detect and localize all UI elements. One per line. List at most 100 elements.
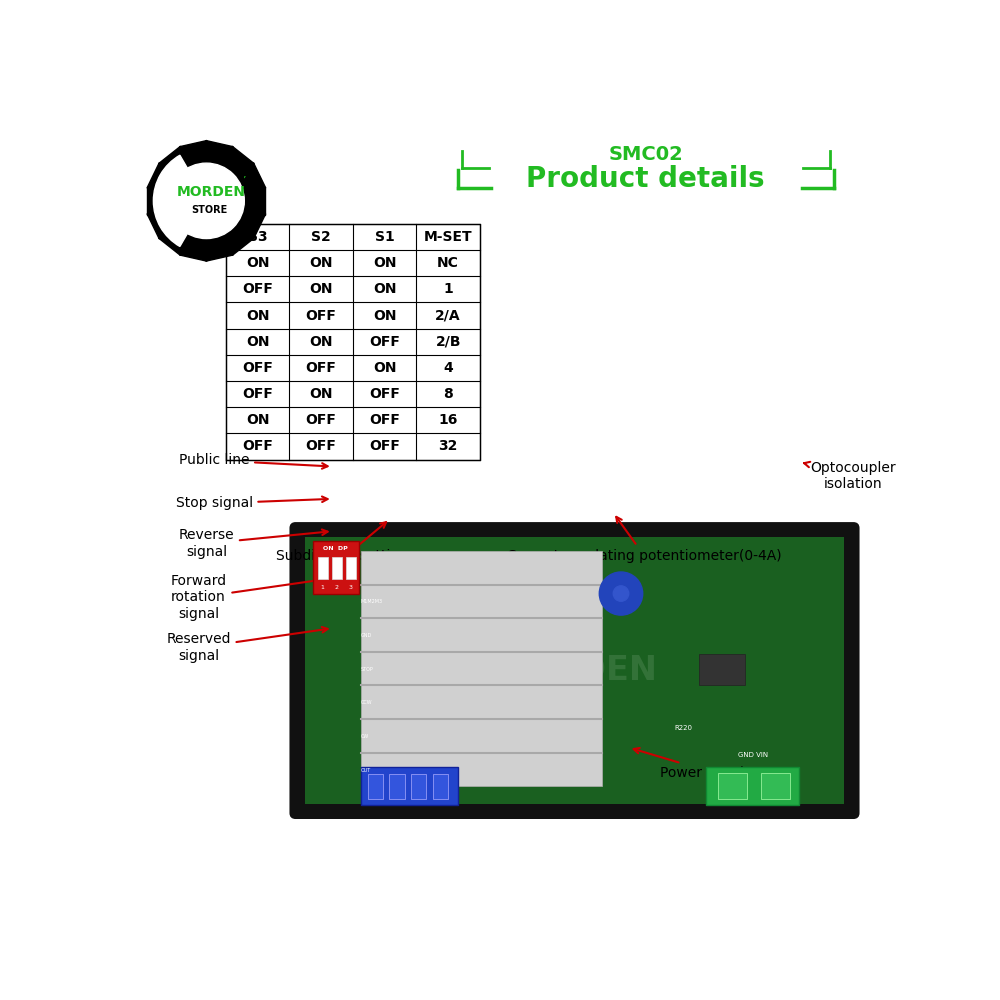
Text: Forward
rotation
signal: Forward rotation signal [171,574,328,621]
Text: B-: B- [480,710,495,734]
Text: Optocoupler
isolation: Optocoupler isolation [804,461,896,491]
Bar [433,774,448,799]
Text: Power supply -: Power supply - [428,750,529,780]
Bar [411,774,426,799]
Text: ON: ON [246,413,269,427]
Polygon shape [147,187,163,215]
Text: ON: ON [373,256,396,270]
Text: M1M2M3: M1M2M3 [361,599,383,604]
Text: 1: 1 [321,585,325,590]
Text: ON: ON [373,361,396,375]
Polygon shape [159,226,190,255]
Text: Product details: Product details [526,165,765,193]
Text: ON: ON [246,256,269,270]
Text: Reverse
signal: Reverse signal [179,528,328,559]
Polygon shape [180,240,210,261]
Text: SMC02: SMC02 [608,145,683,164]
Polygon shape [159,146,190,176]
Text: S3: S3 [248,230,267,244]
Text: 4: 4 [443,361,453,375]
Bar [305,537,844,804]
Text: 2/B: 2/B [435,335,461,349]
Text: ’: ’ [242,176,245,186]
Circle shape [151,145,262,256]
Text: 3: 3 [349,585,353,590]
Bar [332,557,342,579]
Polygon shape [223,146,254,176]
Text: ON: ON [309,256,333,270]
Circle shape [599,572,643,615]
Text: 2/A: 2/A [435,309,461,323]
Text: S2: S2 [311,230,331,244]
Text: A-: A- [451,710,465,734]
Text: M-SET: M-SET [424,230,472,244]
Polygon shape [240,163,266,195]
Text: ON: ON [373,309,396,323]
Text: ON: ON [309,282,333,296]
Polygon shape [147,163,173,195]
FancyBboxPatch shape [291,523,858,818]
Text: MORDEN: MORDEN [492,654,658,687]
Text: NC: NC [437,256,459,270]
Text: ON: ON [246,309,269,323]
Text: S1: S1 [375,230,394,244]
Text: OFF: OFF [242,387,273,401]
Text: OFF: OFF [242,361,273,375]
Bar [318,557,328,579]
Bar [698,654,745,685]
Text: ON: ON [246,335,269,349]
Polygon shape [202,240,233,261]
Text: ON  DP: ON DP [323,546,348,551]
Bar [389,774,405,799]
Text: Stop signal: Stop signal [176,496,328,510]
Text: STOP: STOP [361,667,373,672]
Bar [706,767,799,805]
Polygon shape [223,226,254,255]
Text: OFF: OFF [369,413,400,427]
Text: OFF: OFF [369,387,400,401]
Text: ON: ON [373,282,396,296]
Text: R220: R220 [674,725,692,731]
Text: STORE: STORE [191,205,228,215]
Bar [313,541,359,594]
Text: OUT: OUT [361,768,371,773]
Text: ON: ON [309,387,333,401]
Text: CCW: CCW [361,700,372,705]
Text: 2: 2 [335,585,339,590]
Text: CW: CW [361,734,369,739]
Polygon shape [147,207,173,239]
Bar [361,767,458,805]
Polygon shape [250,187,265,215]
Text: OFF: OFF [369,439,400,453]
Text: 1: 1 [443,282,453,296]
Bar [226,224,480,460]
Text: B+: B+ [510,710,531,734]
Bar [761,773,790,799]
Text: GND VIN: GND VIN [738,752,768,758]
Text: OFF: OFF [306,309,337,323]
Text: OFF: OFF [306,413,337,427]
Text: MORDEN: MORDEN [177,185,246,199]
Text: A+: A+ [418,710,439,734]
Text: Subdivision settings: Subdivision settings [276,522,415,563]
Text: Current regulating potentiometer(0-4A): Current regulating potentiometer(0-4A) [507,517,782,563]
Text: OFF: OFF [306,361,337,375]
Bar [346,557,356,579]
Text: GND: GND [361,633,372,638]
Text: 32: 32 [438,439,458,453]
Text: Power supply +: Power supply + [634,748,768,780]
Wedge shape [153,155,206,246]
Text: OFF: OFF [242,439,273,453]
Text: ON: ON [309,335,333,349]
Text: Public line: Public line [179,453,328,469]
Text: OFF: OFF [242,282,273,296]
Circle shape [613,586,629,601]
Bar [361,551,602,786]
Polygon shape [202,141,233,162]
Text: OFF: OFF [306,439,337,453]
Text: Reserved
signal: Reserved signal [166,627,328,663]
Text: 16: 16 [438,413,458,427]
Bar [718,773,747,799]
Polygon shape [240,207,266,239]
Text: 8: 8 [443,387,453,401]
